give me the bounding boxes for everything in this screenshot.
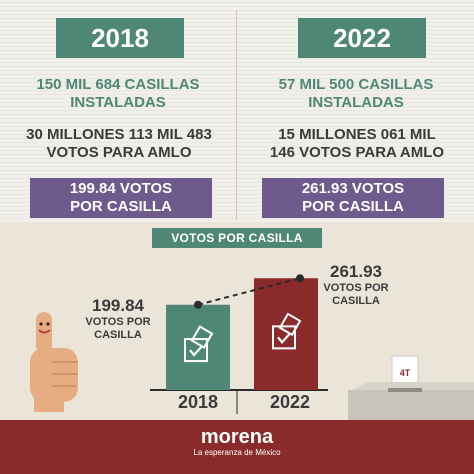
annotation-line2: CASILLA [94,329,142,341]
votes-line1: 30 MILLONES 113 MIL 483 [26,126,212,143]
bar-chart [150,274,328,414]
x-tick-2022: 2022 [269,392,311,412]
ratio-2022-box: 261.93 VOTOS POR CASILLA [262,178,444,218]
casillas-2022: 57 MIL 500 CASILLAS INSTALADAS [248,76,464,112]
year-2018-pill: 2018 [56,18,184,58]
annotation-line1: VOTOS POR [85,316,151,328]
votes-2022: 15 MILLONES 061 MIL 146 VOTOS PARA AMLO [244,126,470,162]
votes-line2: VOTOS PARA AMLO [46,144,192,161]
ratio-line2: POR CASILLA [70,198,172,215]
bars-group [166,278,318,390]
casillas-line1: 150 MIL 684 CASILLAS [36,76,200,93]
thumbs-up-icon [30,312,78,412]
ratio-2018-box: 199.84 VOTOS POR CASILLA [30,178,212,218]
ratio-line2: POR CASILLA [302,198,404,215]
bar-2018 [166,304,230,390]
votes-2018: 30 MILLONES 113 MIL 483 VOTOS PARA AMLO [6,126,232,162]
year-2022-pill: 2022 [298,18,426,58]
casillas-2018: 150 MIL 684 CASILLAS INSTALADAS [10,76,226,112]
votes-line1: 15 MILLONES 061 MIL [278,126,436,143]
casillas-line2: INSTALADAS [70,94,166,111]
chart-title-text: VOTOS POR CASILLA [171,231,303,245]
checkmark-icon [272,312,302,350]
chart-title: VOTOS POR CASILLA [152,228,322,248]
logo-name: morena [200,426,274,448]
bar-2022 [254,278,318,390]
morena-logo: morena La esperanza de México [0,426,474,458]
annotation-line1: VOTOS POR [323,282,389,294]
annotation-line2: CASILLA [332,295,380,307]
checkmark-icon [184,325,214,363]
annotation-value: 199.84 [92,296,144,315]
year-label: 2022 [333,22,391,53]
ballot-box-icon: 4T [348,355,474,420]
column-divider [236,10,237,220]
footer [0,420,474,474]
annotation-2018: 199.84 VOTOS POR CASILLA [76,296,160,342]
votes-line2: 146 VOTOS PARA AMLO [269,144,445,161]
annotation-2022: 261.93 VOTOS POR CASILLA [314,262,398,308]
casillas-line1: 57 MIL 500 CASILLAS [278,76,434,93]
ballot-label: 4T [400,368,411,378]
annotation-value: 261.93 [330,262,382,281]
year-label: 2018 [91,22,149,53]
x-tick-2018: 2018 [177,392,219,412]
casillas-line2: INSTALADAS [308,94,404,111]
trend-point-2018 [194,300,202,309]
ratio-line1: 199.84 VOTOS [69,180,173,197]
ratio-line1: 261.93 VOTOS [301,180,405,197]
trend-point-2022 [296,274,304,283]
logo-tagline: La esperanza de México [193,448,281,457]
